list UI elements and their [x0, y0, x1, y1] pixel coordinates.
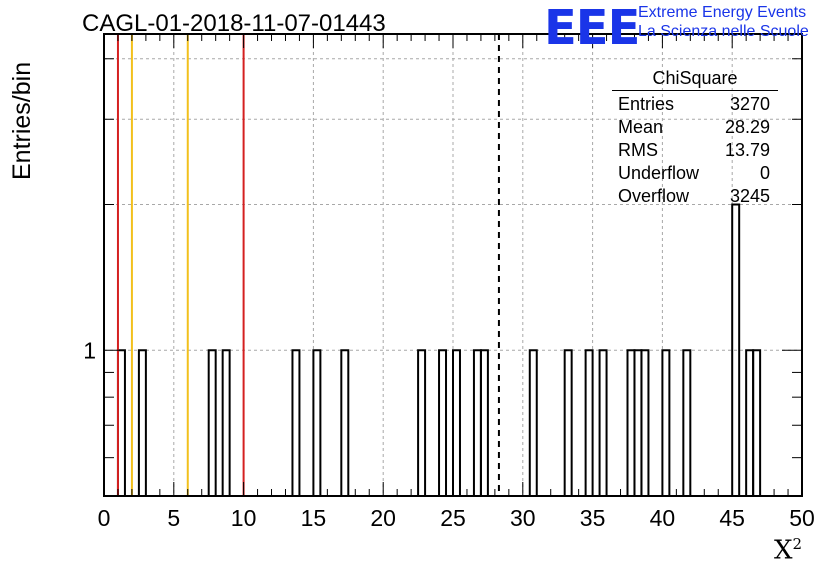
- stats-box-title: ChiSquare: [612, 68, 778, 91]
- logo-tagline-line1: Extreme Energy Events: [638, 4, 807, 21]
- chart-title: CAGL-01-2018-11-07-01443: [82, 10, 386, 37]
- stats-label: Entries: [618, 94, 675, 114]
- logo-tagline: Extreme Energy Events La Scienza nelle S…: [638, 3, 809, 41]
- axis-ticks: 0 5 10 15 20 25 30 35 40 45 50 1: [83, 34, 815, 531]
- histogram-bin: [640, 349, 650, 496]
- x-tick-label: 20: [370, 505, 396, 531]
- histogram-bars: [116, 203, 762, 496]
- logo-tagline-line2: La Scienza nelle Scuole: [638, 23, 809, 40]
- histogram-bin: [682, 349, 692, 496]
- histogram-bin: [472, 349, 482, 496]
- x-tick-label: 30: [510, 505, 536, 531]
- stats-label: Underflow: [618, 163, 700, 183]
- stats-row-overflow: Overflow 3245: [612, 185, 778, 208]
- histogram-bin: [745, 349, 755, 496]
- stats-row-underflow: Underflow 0: [612, 162, 778, 185]
- histogram-bin: [116, 349, 126, 496]
- histogram-bin: [584, 349, 594, 496]
- x-tick-label: 5: [167, 505, 180, 531]
- x-axis-label-superscript: 2: [792, 535, 802, 554]
- x-tick-label: 45: [719, 505, 745, 531]
- histogram-bin: [528, 349, 538, 496]
- stats-row-rms: RMS 13.79: [612, 139, 778, 162]
- stats-value: 0: [759, 163, 770, 183]
- stats-value: 3245: [729, 186, 770, 206]
- histogram-bin: [752, 349, 762, 496]
- x-tick-label: 50: [789, 505, 815, 531]
- histogram-bin: [626, 349, 636, 496]
- stats-value: 28.29: [724, 117, 770, 137]
- histogram-bin: [312, 349, 322, 496]
- histogram-bin: [417, 349, 427, 496]
- histogram-bin: [438, 349, 448, 496]
- x-axis-label: X2: [774, 535, 802, 566]
- histogram-bin: [598, 349, 608, 496]
- histogram-bin: [137, 349, 147, 496]
- x-tick-label: 0: [98, 505, 111, 531]
- histogram-bin: [340, 349, 350, 496]
- histogram-bin: [207, 349, 217, 496]
- histogram-bin: [563, 349, 573, 496]
- stats-row-mean: Mean 28.29: [612, 116, 778, 139]
- histogram-bin: [291, 349, 301, 496]
- stats-box: ChiSquare Entries 3270 Mean 28.29 RMS 13.79…: [612, 68, 778, 208]
- histogram-bin: [661, 349, 671, 496]
- x-axis-label-base: X: [773, 536, 793, 566]
- stats-label: Overflow: [618, 186, 690, 206]
- histogram-bin: [633, 349, 643, 496]
- histogram-bin: [731, 203, 741, 496]
- y-axis-label: Entries/bin: [8, 61, 36, 180]
- stats-label: Mean: [618, 117, 664, 137]
- histogram-bin: [452, 349, 461, 496]
- y-tick-label: 1: [83, 337, 96, 363]
- eee-logo: EEE: [544, 0, 640, 56]
- x-tick-label: 15: [301, 505, 327, 531]
- histogram-bin: [479, 349, 489, 496]
- x-tick-label: 25: [440, 505, 466, 531]
- x-tick-label: 10: [231, 505, 257, 531]
- x-tick-label: 40: [650, 505, 676, 531]
- reference-lines: [116, 34, 500, 496]
- x-tick-label: 35: [580, 505, 606, 531]
- stats-label: RMS: [618, 140, 658, 160]
- stats-value: 3270: [729, 94, 770, 114]
- histogram-bin: [221, 349, 231, 496]
- stats-row-entries: Entries 3270: [612, 93, 778, 116]
- stats-value: 13.79: [724, 140, 770, 160]
